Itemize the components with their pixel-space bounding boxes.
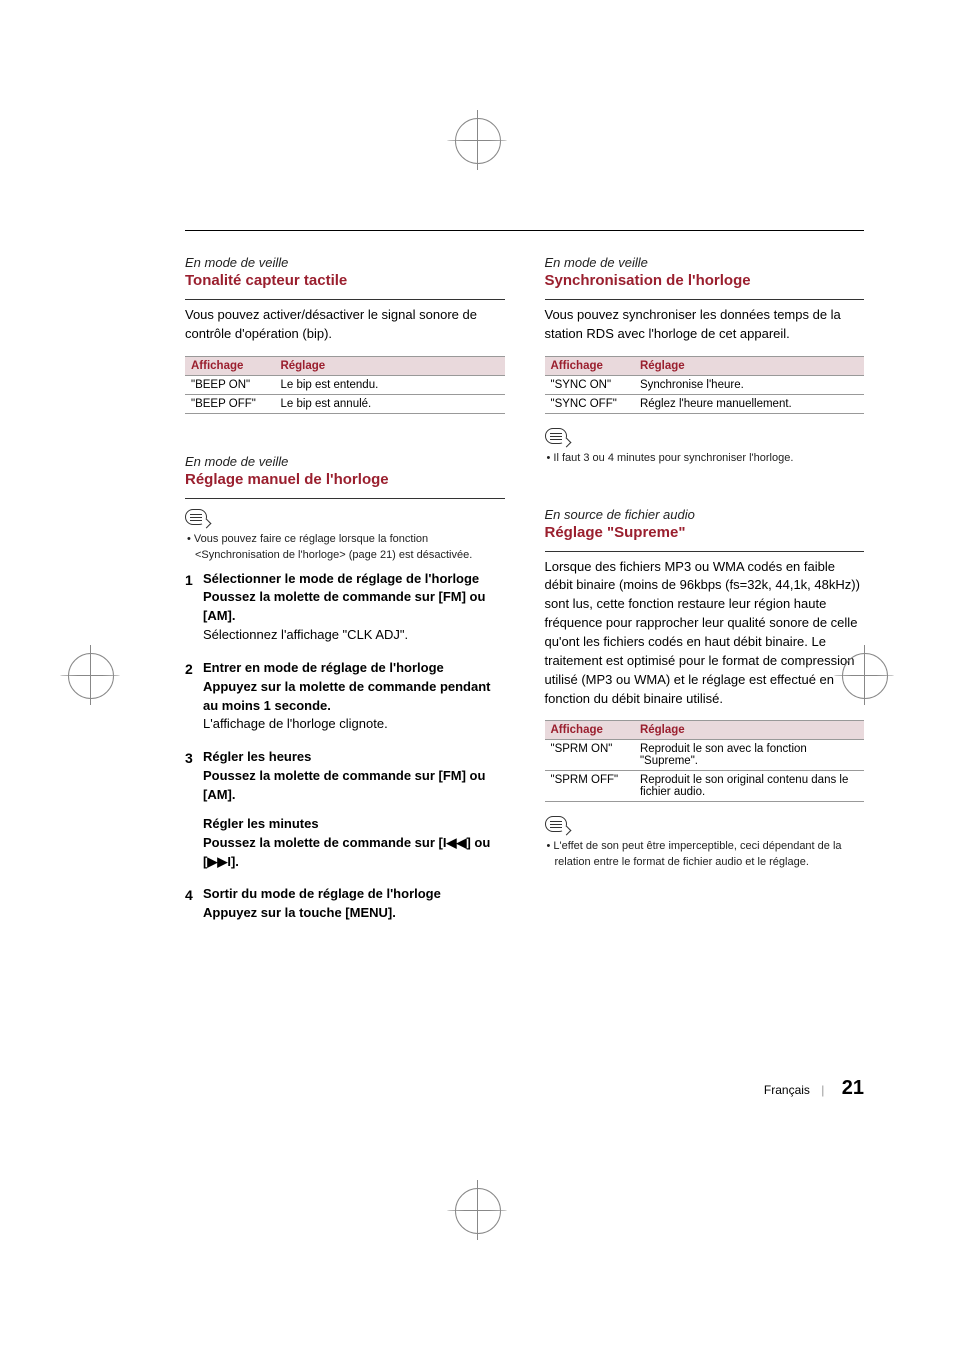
intro-text: Vous pouvez activer/désactiver le signal… [185,306,505,344]
step-result: L'affichage de l'horloge clignote. [203,715,505,734]
table-cell: Reproduit le son avec la fonction "Supre… [634,740,864,771]
settings-table: Affichage Réglage "BEEP ON" Le bip est e… [185,356,505,414]
step-result: Sélectionnez l'affichage "CLK ADJ". [203,626,505,645]
step-action: Poussez la molette de commande sur [I◀◀]… [203,834,505,872]
step-item: Sélectionner le mode de réglage de l'hor… [185,570,505,645]
step-action: Poussez la molette de commande sur [FM] … [203,588,505,626]
step-item: Entrer en mode de réglage de l'horloge A… [185,659,505,734]
settings-table: Affichage Réglage "SYNC ON" Synchronise … [545,356,865,414]
prev-track-icon: I◀◀ [443,835,467,850]
step-title: Sélectionner le mode de réglage de l'hor… [203,570,505,589]
page-number: 21 [842,1077,864,1099]
top-rule [185,230,864,231]
step-title: Entrer en mode de réglage de l'horloge [203,659,505,678]
step-title: Sortir du mode de réglage de l'horloge [203,885,505,904]
note-text: Vous pouvez faire ce réglage lorsque la … [185,532,505,564]
step-item: Sortir du mode de réglage de l'horloge A… [185,885,505,923]
section-title: Synchronisation de l'horloge [545,272,865,289]
right-column: En mode de veille Synchronisation de l'h… [545,255,865,963]
context-label: En mode de veille [185,454,505,469]
table-header: Affichage [545,356,634,375]
table-row: "BEEP ON" Le bip est entendu. [185,375,505,394]
table-cell: "SYNC ON" [545,375,634,394]
table-row: "BEEP OFF" Le bip est annulé. [185,394,505,413]
left-column: En mode de veille Tonalité capteur tacti… [185,255,505,963]
table-cell: Synchronise l'heure. [634,375,864,394]
step-action: Appuyez sur la touche [MENU]. [203,904,505,923]
note-icon [545,816,567,832]
title-rule [545,299,865,300]
crop-mark-bottom [447,1180,507,1240]
intro-text: Vous pouvez synchroniser les données tem… [545,306,865,344]
page-footer: Français | 21 [764,1077,864,1100]
table-header: Affichage [545,721,634,740]
text-fragment: Poussez la molette de commande sur [ [203,835,443,850]
section-title: Tonalité capteur tactile [185,272,505,289]
step-action: Poussez la molette de commande sur [FM] … [203,767,505,805]
note-text: L'effet de son peut être imperceptible, … [545,839,865,871]
table-cell: "BEEP OFF" [185,394,274,413]
table-row: "SPRM ON" Reproduit le son avec la fonct… [545,740,865,771]
context-label: En mode de veille [545,255,865,270]
title-rule [185,299,505,300]
table-header: Affichage [185,356,274,375]
table-cell: Reproduit le son original contenu dans l… [634,771,864,802]
intro-text: Lorsque des fichiers MP3 ou WMA codés en… [545,558,865,709]
section-supreme: En source de fichier audio Réglage "Supr… [545,507,865,872]
steps-list: Sélectionner le mode de réglage de l'hor… [185,570,505,924]
step-title: Régler les heures [203,748,505,767]
step-action: Appuyez sur la molette de commande penda… [203,678,505,716]
note-icon [545,428,567,444]
table-header: Réglage [634,356,864,375]
title-rule [545,551,865,552]
step-subtitle: Régler les minutes [203,815,505,834]
context-label: En mode de veille [185,255,505,270]
context-label: En source de fichier audio [545,507,865,522]
note-text: Il faut 3 ou 4 minutes pour synchroniser… [545,451,865,467]
step-item: Régler les heures Poussez la molette de … [185,748,505,871]
table-cell: "SPRM OFF" [545,771,634,802]
section-title: Réglage manuel de l'horloge [185,471,505,488]
section-tonalite: En mode de veille Tonalité capteur tacti… [185,255,505,414]
table-row: "SYNC ON" Synchronise l'heure. [545,375,865,394]
note-icon [185,509,207,525]
next-track-icon: ▶▶I [207,854,231,869]
settings-table: Affichage Réglage "SPRM ON" Reproduit le… [545,720,865,802]
table-cell: "SYNC OFF" [545,394,634,413]
text-fragment: ]. [231,854,239,869]
table-cell: "SPRM ON" [545,740,634,771]
title-rule [185,498,505,499]
section-title: Réglage "Supreme" [545,524,865,541]
table-row: "SPRM OFF" Reproduit le son original con… [545,771,865,802]
table-row: "SYNC OFF" Réglez l'heure manuellement. [545,394,865,413]
table-cell: "BEEP ON" [185,375,274,394]
table-header: Réglage [634,721,864,740]
table-cell: Réglez l'heure manuellement. [634,394,864,413]
section-sync: En mode de veille Synchronisation de l'h… [545,255,865,467]
footer-language: Français [764,1083,810,1097]
table-header: Réglage [274,356,504,375]
page-content: En mode de veille Tonalité capteur tacti… [0,0,954,963]
table-cell: Le bip est annulé. [274,394,504,413]
footer-separator: | [821,1083,824,1097]
table-cell: Le bip est entendu. [274,375,504,394]
section-reglage-manuel: En mode de veille Réglage manuel de l'ho… [185,454,505,923]
